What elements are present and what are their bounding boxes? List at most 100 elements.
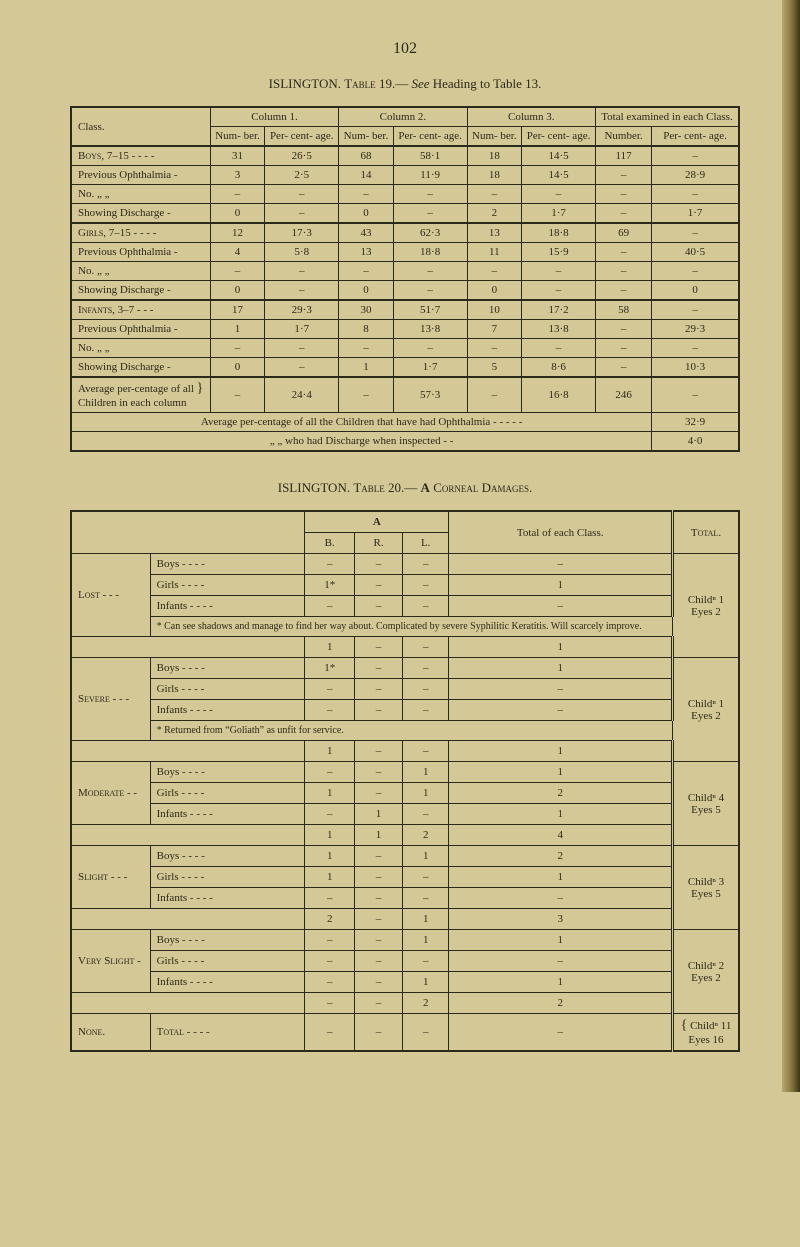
table-cell: 0 xyxy=(339,204,394,224)
table-cell: – xyxy=(595,166,651,185)
table-cell: 58·1 xyxy=(393,146,467,166)
table-cell: – xyxy=(393,262,467,281)
table-row: Very Slight -Boys - - - -––11Childⁿ 2Eye… xyxy=(71,930,739,951)
table-cell: – xyxy=(402,679,448,700)
table-cell: 10·3 xyxy=(652,358,739,378)
col-B: B. xyxy=(305,533,355,554)
table-row: Girls, 7–15 - - - -1217·34362·31318·869– xyxy=(71,223,739,243)
table-cell: 1 xyxy=(402,972,448,993)
table-cell: 2 xyxy=(449,993,673,1014)
table-cell: Total - - - - xyxy=(150,1014,305,1052)
col-column-1: Column 1. xyxy=(210,107,338,127)
table-cell: 51·7 xyxy=(393,300,467,320)
table-cell: 2 xyxy=(402,825,448,846)
table-cell: Infants - - - - xyxy=(150,972,305,993)
table-cell: 11 xyxy=(467,243,522,262)
table-cell: – xyxy=(305,1014,355,1052)
table-cell: 13 xyxy=(467,223,522,243)
table-19-heading: ISLINGTON. Table 19.— See Heading to Tab… xyxy=(70,76,740,92)
table-cell: 4·0 xyxy=(652,432,739,452)
table-cell: Girls, 7–15 - - - - xyxy=(71,223,210,243)
table-cell: 1·7 xyxy=(265,320,339,339)
table-cell: 1 xyxy=(305,783,355,804)
heading-text: ISLINGTON. xyxy=(269,76,345,91)
table-cell: – xyxy=(595,281,651,301)
table-cell: – xyxy=(355,762,403,783)
table-20: A Total of each Class. Total. B. R. L. L… xyxy=(70,510,740,1052)
heading-post: Corneal Damages. xyxy=(433,480,532,495)
table-cell: 0 xyxy=(210,281,265,301)
col-column-2: Column 2. xyxy=(339,107,467,127)
table-row: Previous Ophthalmia -11·7813·8713·8–29·3 xyxy=(71,320,739,339)
table-row: No. „ „–––––––– xyxy=(71,339,739,358)
table-cell: 16·8 xyxy=(522,377,596,413)
table-row: Infants, 3–7 - - -1729·33051·71017·258– xyxy=(71,300,739,320)
category-label: Lost - - - xyxy=(71,554,150,637)
table-cell: 17·3 xyxy=(265,223,339,243)
table-cell: Infants - - - - xyxy=(150,804,305,825)
table-cell: 29·3 xyxy=(265,300,339,320)
table-cell: 58 xyxy=(595,300,651,320)
table-cell: – xyxy=(449,554,673,575)
table-cell: 14·5 xyxy=(522,166,596,185)
table-cell: – xyxy=(305,679,355,700)
table-cell: – xyxy=(402,951,448,972)
table-cell: – xyxy=(402,637,448,658)
category-label: Slight - - - xyxy=(71,846,150,909)
table-cell: – xyxy=(305,951,355,972)
table-cell: 1 xyxy=(449,804,673,825)
page-number: 102 xyxy=(70,40,740,58)
table-cell: 11·9 xyxy=(393,166,467,185)
table-cell: 18 xyxy=(467,146,522,166)
table-cell: 7 xyxy=(467,320,522,339)
sum-row: 1––1 xyxy=(71,637,739,658)
table-row: Infants - - - -–––– xyxy=(71,596,739,617)
table-cell: – xyxy=(449,888,673,909)
table-cell: 1 xyxy=(402,930,448,951)
table-cell: 1 xyxy=(449,658,673,679)
table-cell: 1 xyxy=(449,741,673,762)
table-cell: – xyxy=(355,846,403,867)
table-cell: Showing Discharge - xyxy=(71,358,210,378)
table-cell: – xyxy=(265,204,339,224)
table-cell: – xyxy=(652,185,739,204)
table-row: Moderate - -Boys - - - -––11Childⁿ 4Eyes… xyxy=(71,762,739,783)
table-cell: Infants - - - - xyxy=(150,596,305,617)
table-cell: – xyxy=(402,596,448,617)
sum-blank xyxy=(71,909,305,930)
table-cell: 1 xyxy=(449,762,673,783)
table-cell: 8 xyxy=(339,320,394,339)
table-row: No. „ „–––––––– xyxy=(71,185,739,204)
category-total: Childⁿ 1Eyes 2 xyxy=(672,658,739,762)
table-cell: – xyxy=(449,700,673,721)
table-cell: – xyxy=(355,700,403,721)
table-cell: 1 xyxy=(449,867,673,888)
sum-blank xyxy=(71,825,305,846)
table-cell: 1 xyxy=(402,783,448,804)
table-row: Infants - - - -–1–1 xyxy=(71,804,739,825)
table-row: Infants - - - -–––– xyxy=(71,700,739,721)
col-total-class: Total of each Class. xyxy=(449,511,673,554)
col-tot-pct: Per- cent- age. xyxy=(652,127,739,147)
table-cell: 1 xyxy=(402,762,448,783)
table-cell: – xyxy=(522,262,596,281)
table-cell: – xyxy=(402,867,448,888)
table-row: No. „ „–––––––– xyxy=(71,262,739,281)
table-cell: – xyxy=(355,575,403,596)
table-cell: 3 xyxy=(210,166,265,185)
table-cell: Boys, 7–15 - - - - xyxy=(71,146,210,166)
table-cell: 18 xyxy=(467,166,522,185)
table-cell: – xyxy=(595,262,651,281)
table-cell: 68 xyxy=(339,146,394,166)
sum-row: 1124 xyxy=(71,825,739,846)
col-total-examined: Total examined in each Class. xyxy=(595,107,739,127)
table-cell: 2 xyxy=(449,846,673,867)
table-cell: 2 xyxy=(402,993,448,1014)
table-cell: 1 xyxy=(449,930,673,951)
table-cell: – xyxy=(652,146,739,166)
table-row: Boys, 7–15 - - - -3126·56858·11814·5117– xyxy=(71,146,739,166)
table-cell: 62·3 xyxy=(393,223,467,243)
table-cell: 1* xyxy=(305,658,355,679)
table-cell: Girls - - - - xyxy=(150,783,305,804)
table-cell: – xyxy=(467,185,522,204)
